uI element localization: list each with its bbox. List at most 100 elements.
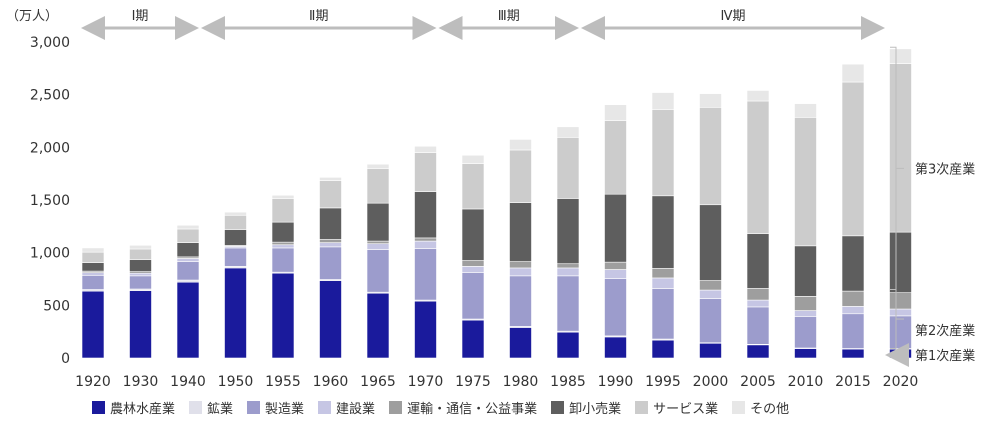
bar-segment bbox=[699, 298, 722, 344]
bar-segment bbox=[699, 204, 722, 281]
bar-segment bbox=[841, 235, 865, 292]
y-tick-label: 1,000 bbox=[30, 246, 70, 262]
x-tick-label: 2005 bbox=[740, 374, 776, 390]
bar-stack-1985 bbox=[556, 126, 580, 359]
bar-stack-1920 bbox=[81, 247, 105, 359]
sector-label: 第3次産業 bbox=[915, 161, 975, 177]
bar-segment bbox=[509, 202, 532, 262]
bar-segment bbox=[746, 90, 770, 102]
bar-segment bbox=[366, 168, 390, 204]
bar-segment bbox=[81, 290, 105, 359]
y-tick-label: 2,000 bbox=[30, 140, 70, 156]
legend-item: サービス業 bbox=[635, 398, 718, 417]
period-arrows: Ⅰ期 Ⅱ期 Ⅲ期 Ⅳ期 bbox=[81, 9, 885, 40]
x-tick-label: 1970 bbox=[408, 374, 444, 390]
bar-segment bbox=[794, 117, 817, 247]
bar-segment bbox=[746, 288, 770, 301]
bar-segment bbox=[889, 63, 912, 233]
x-tick-label: 1940 bbox=[170, 374, 206, 390]
y-tick-label: 1,500 bbox=[30, 193, 70, 209]
bar-segment bbox=[509, 139, 532, 151]
bar-segment bbox=[176, 261, 200, 281]
bar-segment bbox=[366, 243, 390, 250]
legend-swatch bbox=[92, 401, 105, 414]
x-tick-label: 2015 bbox=[835, 374, 871, 390]
bar-segment bbox=[224, 247, 247, 267]
legend-label: 卸小売業 bbox=[569, 402, 622, 417]
bar-segment bbox=[556, 126, 580, 138]
bar-stack-1975 bbox=[461, 154, 485, 359]
bar-segment bbox=[319, 280, 342, 359]
bar-segment bbox=[794, 348, 817, 359]
legend-label: 建設業 bbox=[336, 402, 376, 417]
bar-segment bbox=[271, 221, 295, 243]
bar-segment bbox=[414, 191, 437, 239]
bar-segment bbox=[461, 163, 485, 210]
bar-segment bbox=[651, 268, 675, 279]
bar-segment bbox=[366, 240, 390, 245]
bar-segment bbox=[81, 247, 105, 253]
bar-segment bbox=[129, 244, 152, 250]
bar-segment bbox=[841, 290, 865, 307]
bar-segment bbox=[224, 267, 247, 359]
bar-stack-1990 bbox=[604, 104, 627, 359]
bar-segment bbox=[699, 289, 722, 299]
legend-item: 製造業 bbox=[247, 398, 304, 417]
bar-segment bbox=[271, 244, 295, 249]
bar-segment bbox=[271, 198, 295, 223]
bar-segment bbox=[556, 198, 580, 265]
bar-segment bbox=[414, 300, 437, 359]
bar-segment bbox=[794, 296, 817, 311]
bar-stack-1980 bbox=[509, 139, 532, 359]
bar-segment bbox=[509, 261, 532, 269]
y-tick-label: 0 bbox=[61, 351, 70, 367]
bar-segment bbox=[129, 275, 152, 290]
bar-segment bbox=[699, 107, 722, 206]
legend-swatch bbox=[635, 401, 649, 414]
bar-segment bbox=[366, 202, 390, 242]
bar-segment bbox=[414, 240, 437, 249]
x-tick-label: 2000 bbox=[693, 374, 729, 390]
bar-segment bbox=[841, 306, 865, 315]
bar-segment bbox=[889, 308, 912, 317]
legend-item: 運輸・通信・公益事業 bbox=[389, 398, 537, 417]
bar-segment bbox=[461, 260, 485, 267]
bar-segment bbox=[509, 149, 532, 203]
x-tick-label: 1950 bbox=[218, 374, 254, 390]
bar-segment bbox=[319, 246, 342, 280]
legend-swatch bbox=[732, 401, 746, 414]
bar-segment bbox=[794, 103, 817, 118]
x-tick-label: 1960 bbox=[313, 374, 349, 390]
bar-segment bbox=[81, 262, 105, 272]
bar-segment bbox=[509, 267, 532, 277]
bar-segment bbox=[414, 152, 437, 192]
legend-label: 製造業 bbox=[265, 402, 305, 417]
bar-segment bbox=[319, 177, 342, 181]
bar-segment bbox=[224, 214, 247, 230]
bar-segment bbox=[841, 63, 865, 83]
bar-segment bbox=[699, 342, 722, 359]
bar-segment bbox=[651, 339, 675, 359]
bar-segment bbox=[129, 259, 152, 272]
y-tick-label: 3,000 bbox=[30, 35, 70, 51]
bar-segment bbox=[746, 306, 770, 345]
bar-segment bbox=[889, 315, 912, 349]
legend-label: 運輸・通信・公益事業 bbox=[407, 402, 538, 417]
legend-item: その他 bbox=[732, 398, 789, 417]
bar-segment bbox=[461, 266, 485, 273]
bar-segment bbox=[176, 281, 200, 359]
bar-segment bbox=[794, 316, 817, 349]
bar-segment bbox=[556, 267, 580, 277]
bar-stack-2020 bbox=[889, 48, 912, 359]
legend-swatch bbox=[551, 401, 565, 414]
bar-segment bbox=[889, 292, 912, 310]
x-axis-ticks: 1920 1930 1940 1950 1955 1960 1965 1970 1975 1980… bbox=[75, 374, 918, 390]
bar-segment bbox=[414, 145, 437, 153]
x-tick-label: 1920 bbox=[75, 374, 111, 390]
bar-segment bbox=[271, 247, 295, 273]
bar-segment bbox=[224, 229, 247, 246]
legend-item: 農林水産業 bbox=[92, 398, 175, 417]
bar-segment bbox=[81, 272, 105, 276]
bar-segment bbox=[509, 327, 532, 359]
period-label: Ⅰ期 bbox=[132, 9, 149, 24]
